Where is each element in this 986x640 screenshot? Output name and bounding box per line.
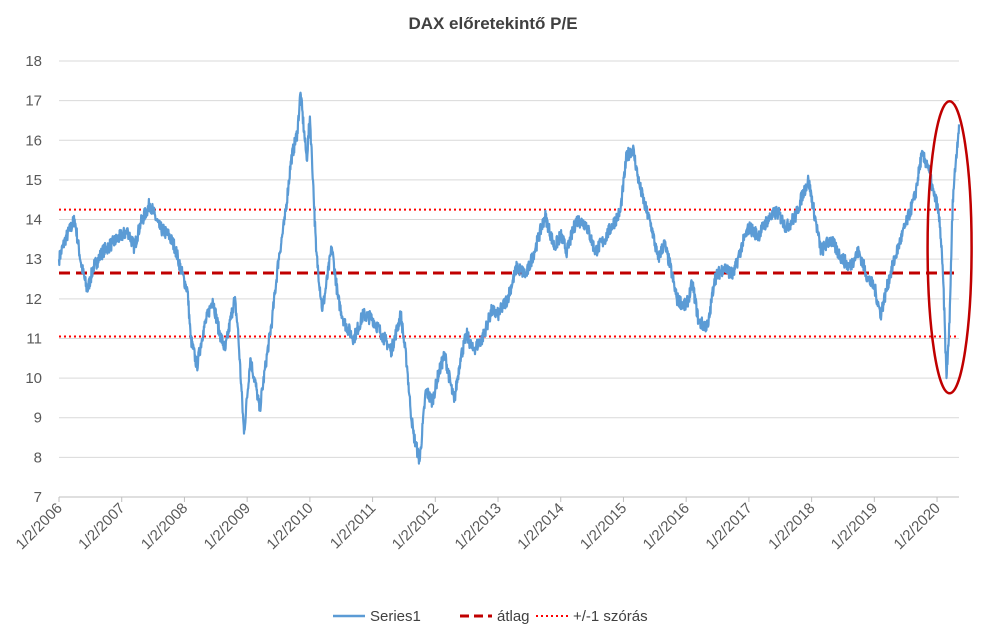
x-tick-label: 1/2/2007 bbox=[75, 500, 128, 553]
series1-line bbox=[57, 91, 961, 465]
y-tick-label: 8 bbox=[34, 449, 42, 466]
x-tick-label: 1/2/2019 bbox=[828, 500, 881, 553]
y-tick-label: 17 bbox=[25, 93, 42, 110]
y-tick-label: 14 bbox=[25, 212, 42, 229]
x-tick-label: 1/2/2013 bbox=[452, 500, 505, 553]
x-tick-label: 1/2/2014 bbox=[514, 500, 567, 553]
legend-label: Series1 bbox=[370, 608, 421, 625]
x-tick-label: 1/2/2011 bbox=[327, 500, 380, 553]
x-tick-label: 1/2/2012 bbox=[389, 500, 442, 553]
annotation-layer bbox=[926, 100, 973, 395]
y-tick-label: 9 bbox=[34, 410, 42, 427]
legend-mean: átlag bbox=[460, 608, 530, 625]
x-tick-label: 1/2/2017 bbox=[702, 500, 755, 553]
x-tick-label: 1/2/2008 bbox=[138, 500, 191, 553]
reference-lines bbox=[59, 208, 959, 338]
x-tick-label: 1/2/2016 bbox=[640, 500, 693, 553]
legend-label: átlag bbox=[497, 608, 530, 625]
y-axis-labels: 7 8 9 10 11 12 13 14 15 16 17 18 bbox=[25, 53, 42, 506]
y-tick-label: 10 bbox=[25, 370, 42, 387]
x-tick-label: 1/2/2009 bbox=[201, 500, 254, 553]
x-tick-label: 1/2/2020 bbox=[891, 500, 944, 553]
x-tick-label: 1/2/2015 bbox=[577, 500, 630, 553]
legend-label: +/-1 szórás bbox=[573, 608, 648, 625]
y-tick-label: 13 bbox=[25, 251, 42, 268]
y-tick-label: 11 bbox=[26, 330, 42, 347]
y-tick-label: 7 bbox=[34, 489, 42, 506]
x-axis bbox=[58, 496, 959, 502]
x-axis-labels: 1/2/2006 1/2/2007 1/2/2008 1/2/2009 1/2/2010… bbox=[13, 500, 944, 553]
y-tick-label: 12 bbox=[25, 291, 42, 308]
x-tick-label: 1/2/2010 bbox=[263, 500, 316, 553]
gridlines bbox=[59, 60, 959, 458]
highlight-ellipse bbox=[926, 100, 973, 395]
y-tick-label: 15 bbox=[25, 172, 42, 189]
legend: Series1 átlag +/-1 szórás bbox=[333, 608, 648, 625]
y-tick-label: 16 bbox=[25, 132, 42, 149]
series-lines bbox=[57, 91, 961, 465]
x-tick-label: 1/2/2018 bbox=[765, 500, 818, 553]
chart-title: DAX előretekintő P/E bbox=[408, 14, 577, 33]
y-tick-label: 18 bbox=[25, 53, 42, 70]
legend-series1: Series1 bbox=[333, 608, 421, 625]
x-tick-label: 1/2/2006 bbox=[13, 500, 66, 553]
legend-std: +/-1 szórás bbox=[536, 608, 648, 625]
